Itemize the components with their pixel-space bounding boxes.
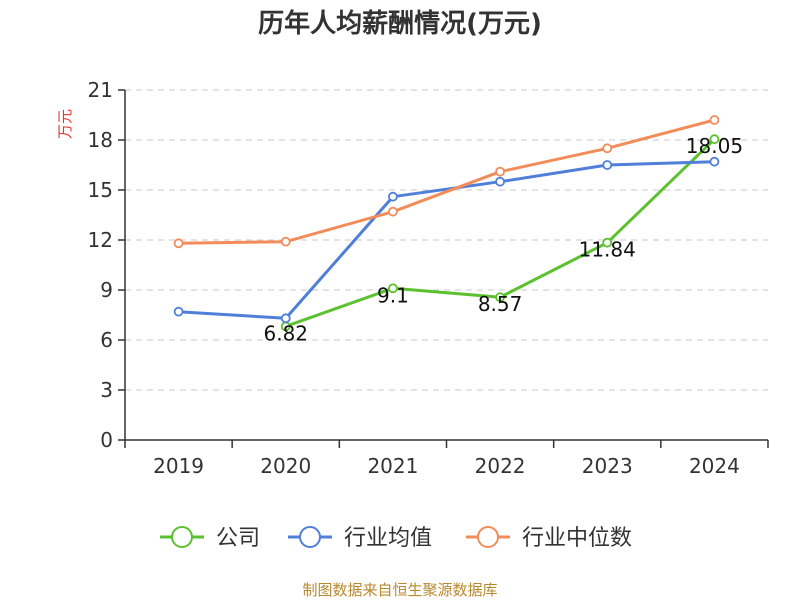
point-s1-2022 [495, 176, 505, 187]
legend-marker-0 [171, 526, 193, 548]
point-s2-2022 [495, 166, 505, 177]
point-s0-2024 [709, 134, 720, 145]
y-tick-label-3: 9 [100, 278, 113, 302]
point-s1-2023 [602, 160, 613, 170]
x-tick-label-5: 2024 [689, 454, 740, 478]
data-label-2024: 18.05 [686, 134, 743, 158]
point-s1-2020 [280, 313, 291, 324]
legend-item-1[interactable]: 行业均值 [288, 526, 432, 551]
point-s2-2024 [709, 115, 720, 125]
point-s1-2019 [173, 306, 184, 317]
grid [125, 89, 768, 391]
x-tick-label-1: 2020 [260, 454, 311, 478]
point-s0-2021 [388, 283, 398, 294]
y-tick-label-4: 12 [88, 228, 113, 252]
source-note: 制图数据来自恒生聚源数据库 [302, 581, 497, 599]
y-tick-label-0: 0 [100, 428, 113, 452]
legend-item-2[interactable]: 行业中位数 [466, 526, 632, 551]
x-tick-label-3: 2022 [475, 454, 526, 478]
series-line-2 [178, 118, 715, 245]
data-label-2023: 11.84 [579, 238, 636, 262]
point-s1-2021 [388, 191, 398, 202]
legend-label-0: 公司 [216, 526, 260, 551]
point-s2-2021 [388, 206, 398, 217]
x-tick-label-4: 2023 [582, 454, 633, 478]
point-s0-2022 [495, 292, 505, 303]
y-axis-unit-label: 万元 [56, 109, 74, 139]
x-tick-label-2: 2021 [367, 454, 418, 478]
axes: 0 3 6 9 12 15 18 21 2019 2020 2021 2022 2023 2024 [88, 78, 769, 478]
legend-label-2: 行业中位数 [522, 526, 632, 551]
series-layer [173, 115, 720, 332]
legend-label-1: 行业均值 [344, 526, 432, 551]
x-tick-label-0: 2019 [153, 454, 204, 478]
series-line-1 [178, 160, 715, 320]
y-tick-label-5: 15 [88, 178, 113, 202]
legend-marker-1 [299, 526, 321, 548]
point-s2-2020 [280, 236, 291, 247]
y-tick-label-2: 6 [100, 328, 113, 352]
point-s1-2024 [709, 156, 720, 167]
legend-marker-2 [477, 526, 499, 548]
point-s2-2019 [173, 238, 184, 249]
data-label-2021: 9.1 [377, 283, 409, 307]
data-label-2022: 8.57 [478, 292, 523, 316]
point-s2-2023 [602, 143, 613, 154]
data-label-2020: 6.82 [263, 321, 308, 345]
point-s0-2023 [602, 237, 613, 248]
legend-item-0[interactable]: 公司 [160, 526, 260, 551]
y-tick-label-7: 21 [88, 78, 113, 102]
data-labels: 6.82 9.1 8.57 11.84 18.05 [263, 134, 743, 345]
y-tick-label-1: 3 [100, 378, 113, 402]
y-tick-label-6: 18 [88, 128, 113, 152]
chart-title: 历年人均薪酬情况(万元) [258, 8, 542, 39]
legend[interactable]: 公司 行业均值 行业中位数 [160, 526, 632, 551]
